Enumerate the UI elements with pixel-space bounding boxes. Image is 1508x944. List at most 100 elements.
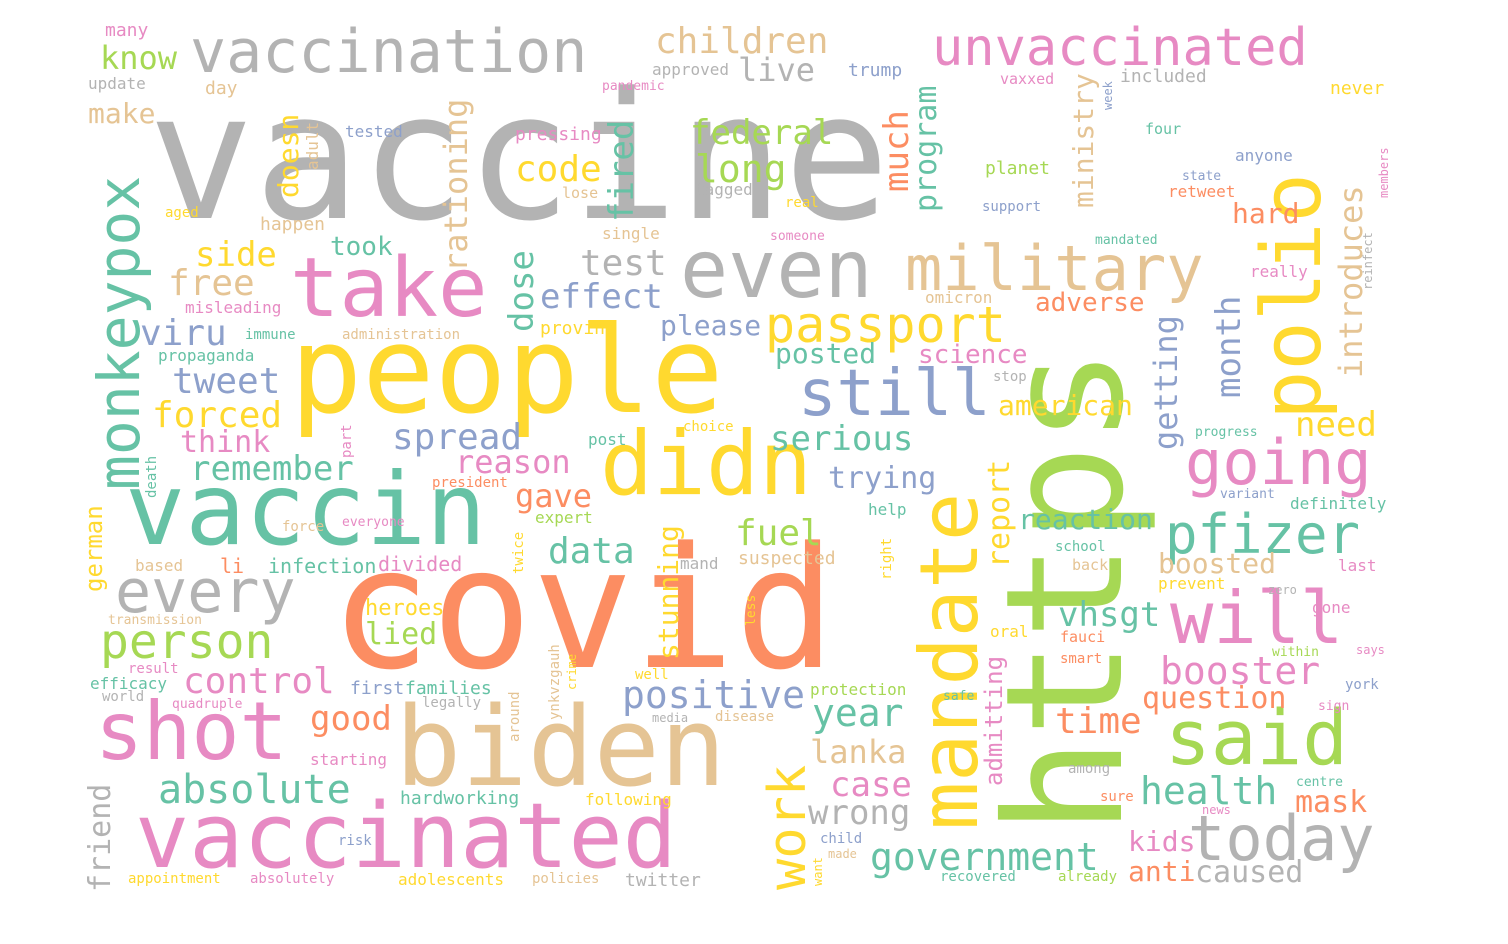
word-think: think [180,425,271,460]
word-positive: positive [622,673,806,717]
word-friend: friend [83,783,118,892]
word-lanka: lanka [810,733,907,771]
word-first: first [350,678,405,699]
word-posted: posted [775,337,877,370]
word-even: even [680,223,873,316]
word-centre: centre [1296,775,1343,790]
word-world: world [102,689,145,705]
word-data: data [548,531,635,572]
word-child: child [820,831,863,847]
word-case: case [830,765,912,805]
word-planet: planet [985,158,1051,179]
word-stop: stop [993,369,1027,385]
word-immune: immune [245,327,296,343]
word-proving: proving [540,318,616,339]
word-aged: aged [165,205,199,221]
word-safe: safe [943,689,975,704]
word-infection: infection [268,554,377,578]
word-week: week [1101,81,1115,110]
word-take: take [290,241,488,336]
word-report: report [982,459,1017,568]
word-every: every [115,557,296,627]
word-long: long [695,147,787,191]
word-will: will [1170,576,1344,660]
word-retweet: retweet [1168,182,1236,201]
word-biden: biden [395,683,727,811]
word-caused: caused [1195,855,1304,890]
word-free: free [168,263,255,304]
word-adult: adult [303,121,322,170]
word-divided: divided [378,552,463,576]
word-oral: oral [990,622,1029,641]
word-mand: mand [680,554,719,573]
word-time: time [1055,701,1142,742]
word-boosted: boosted [1158,547,1277,580]
word-effect: effect [540,277,663,317]
word-shot: shot [95,685,288,778]
word-question: question [1142,681,1287,716]
word-help: help [868,500,907,519]
word-science: science [918,340,1028,370]
word-many: many [105,20,149,41]
word-reinfect: reinfect [1361,232,1375,290]
word-update: update [88,74,146,93]
word-twice: twice [511,531,527,574]
word-made: made [828,847,857,861]
word-prevent: prevent [1158,574,1226,593]
word-need: need [1295,405,1377,445]
word-misleading: misleading [185,298,282,317]
word-omicron: omicron [925,288,993,307]
word-fired: fired [602,119,642,222]
word-expert: expert [535,508,593,527]
word-part: part [339,424,355,458]
word-lied: lied [365,617,438,652]
word-recovered: recovered [940,869,1016,885]
word-quadruple: quadruple [172,697,243,712]
word-stunning: stunning [652,525,685,660]
word-says: says [1356,643,1385,657]
word-included: included [1120,66,1207,87]
word-year: year [812,691,904,735]
word-suspected: suspected [738,548,836,569]
word-military: military [905,232,1204,305]
word-absolute: absolute [158,767,351,813]
word-make: make [88,97,156,130]
word-wrong: wrong [808,793,911,833]
word-live: live [738,51,816,89]
word-tagged: tagged [695,180,753,199]
word-want: want [811,857,825,886]
word-people: people [290,302,724,441]
word-said: said [1165,693,1349,782]
word-kids: kids [1128,825,1196,858]
word-right: right [879,537,895,580]
word-progress: progress [1195,425,1258,440]
word-tested: tested [345,122,403,141]
word-media: media [652,711,689,725]
word-administration: administration [342,327,461,343]
word-hard: hard [1232,197,1300,230]
word-mandate: mandate [903,492,996,830]
word-approved: approved [652,60,730,79]
word-someone: someone [770,229,825,244]
word-president: president [432,475,508,491]
word-ynkvzgauh: ynkvzgauh [547,644,563,720]
word-post: post [588,430,627,449]
word-based: based [135,556,184,575]
word-getting: getting [1147,315,1185,450]
word-absolutely: absolutely [250,871,335,887]
word-health: health [1140,769,1278,813]
word-vaccin: vaccin [125,451,487,568]
word-serious: serious [770,419,914,459]
word-definitely: definitely [1290,494,1387,513]
word-efficacy: efficacy [90,674,168,693]
word-death: death [144,455,160,498]
word-admitting: admitting [980,655,1008,786]
word-code: code [515,149,602,190]
word-news: news [1202,803,1231,817]
word-american: american [998,389,1133,422]
word-gave: gave [515,477,593,515]
word-propaganda: propaganda [158,346,255,365]
word-reaction: reaction [1018,503,1153,536]
word-pfizer: pfizer [1165,503,1361,566]
